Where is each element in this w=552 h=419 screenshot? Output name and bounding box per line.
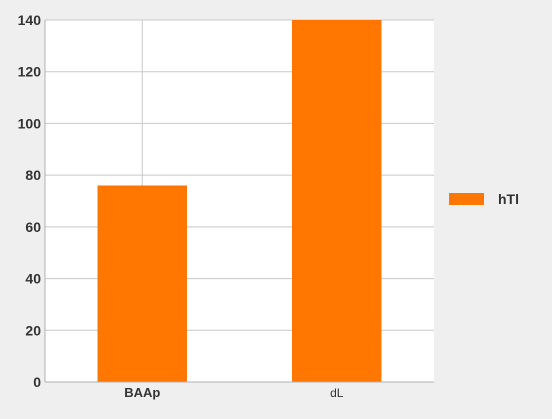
x-tick-labels: BAAp dL (124, 385, 344, 400)
y-tick-label: 40 (25, 271, 41, 287)
legend: hTl (449, 191, 519, 207)
y-tick-labels: 0 20 40 60 80 100 120 140 (18, 12, 42, 390)
x-tick-label: BAAp (124, 385, 160, 400)
y-tick-label: 0 (33, 374, 41, 390)
y-tick-label: 60 (25, 219, 41, 235)
y-tick-label: 80 (25, 167, 41, 183)
legend-swatch (449, 193, 484, 205)
bar-baap (98, 185, 187, 382)
x-tick-label: dL (330, 386, 344, 400)
y-tick-label: 20 (25, 322, 41, 338)
y-tick-label: 100 (18, 115, 42, 131)
bar-dl (292, 20, 381, 382)
y-tick-label: 120 (18, 64, 42, 80)
y-tick-label: 140 (18, 12, 42, 28)
legend-label: hTl (498, 191, 519, 207)
